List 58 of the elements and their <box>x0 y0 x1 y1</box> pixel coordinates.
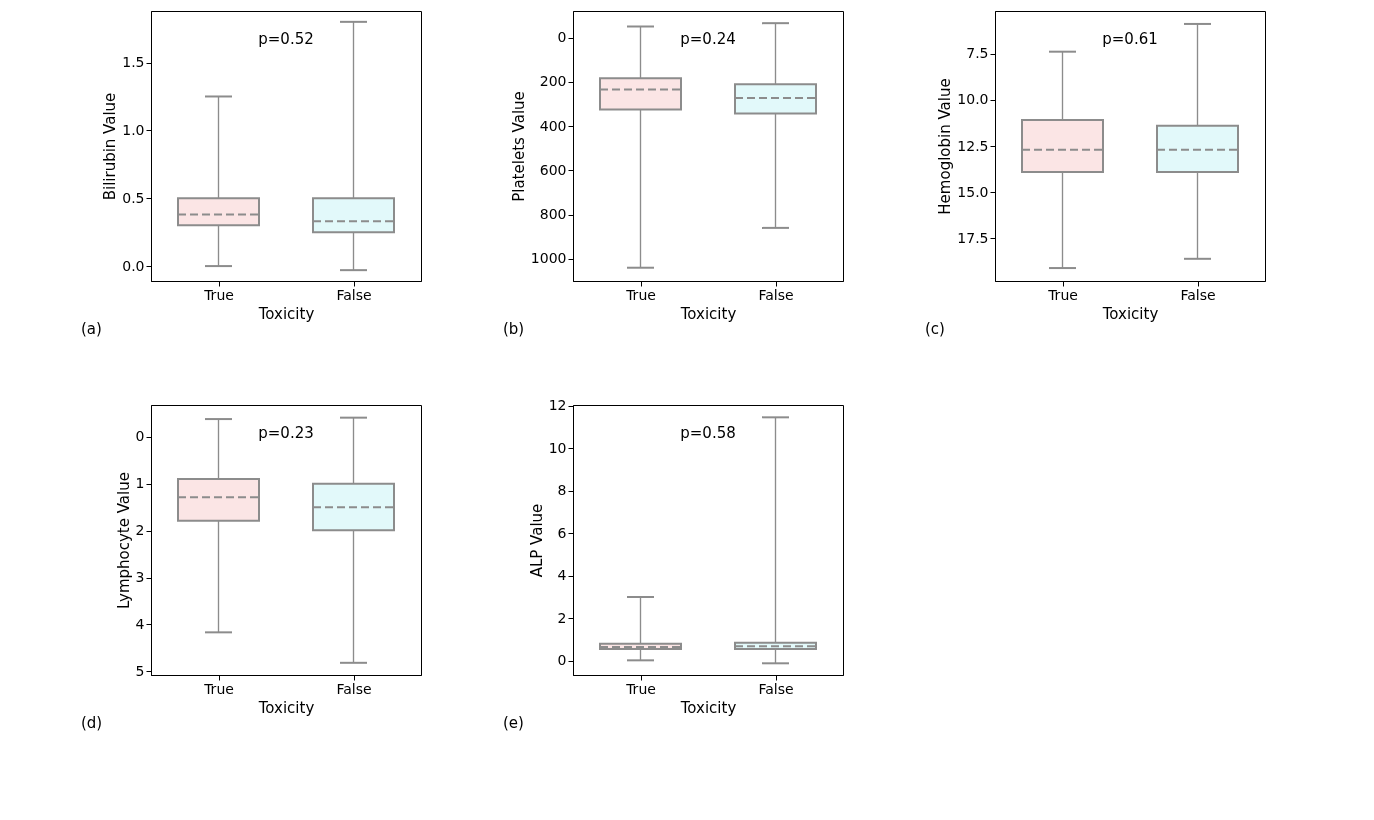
x-axis-title: Toxicity <box>679 698 737 717</box>
y-tick-label: 3 <box>135 569 145 585</box>
y-tick-label: 12.5 <box>957 137 989 154</box>
annotation: p=0.58 <box>680 424 736 442</box>
y-tick-label: 7.5 <box>966 45 989 62</box>
y-tick-label: 200 <box>539 73 567 90</box>
y-tick-label: 800 <box>539 206 567 223</box>
y-axis-title: ALP Value <box>527 503 546 578</box>
y-tick-label: 4 <box>557 567 567 584</box>
x-axis-title: Toxicity <box>257 304 315 323</box>
annotation: p=0.24 <box>680 30 736 48</box>
y-tick-label: 5 <box>135 662 145 679</box>
y-tick-label: 10.0 <box>957 91 989 108</box>
x-tick-label: False <box>758 286 794 303</box>
x-tick-label: True <box>625 286 656 303</box>
y-tick-label: 2 <box>557 609 567 626</box>
x-tick-label: False <box>336 286 372 303</box>
x-axis-title: Toxicity <box>679 304 737 323</box>
y-tick-label: 1.5 <box>122 54 145 71</box>
x-axis-title: Toxicity <box>1101 304 1159 323</box>
y-axis-title: Lymphocyte Value <box>114 472 133 609</box>
x-tick-label: False <box>758 680 794 697</box>
text: (c) <box>925 320 945 338</box>
y-tick-label: 12 <box>548 397 567 414</box>
x-tick-label: True <box>1047 286 1078 303</box>
text: (d) <box>81 714 103 732</box>
y-tick-label: 0 <box>557 29 567 46</box>
y-tick-label: 0 <box>557 652 567 669</box>
text: (b) <box>503 320 525 338</box>
x-tick-label: True <box>203 286 234 303</box>
text: (a) <box>81 320 102 338</box>
y-tick-label: 2 <box>135 522 145 539</box>
y-tick-label: 0.5 <box>122 189 145 206</box>
annotation: p=0.23 <box>258 424 314 442</box>
x-axis-title: Toxicity <box>257 698 315 717</box>
y-tick-label: 8 <box>557 482 567 499</box>
y-tick-label: 0.0 <box>122 257 145 274</box>
y-axis-title: Hemoglobin Value <box>936 78 955 215</box>
y-tick-label: 10 <box>548 439 567 456</box>
y-axis-title: Platelets Value <box>509 91 528 202</box>
x-tick-label: False <box>336 680 372 697</box>
annotation: p=0.61 <box>1102 30 1158 48</box>
y-tick-label: 600 <box>539 161 567 178</box>
y-tick-label: 1 <box>135 475 145 492</box>
y-tick-label: 0 <box>135 428 145 445</box>
annotation: p=0.52 <box>258 30 314 48</box>
text: (e) <box>503 714 524 732</box>
y-tick-label: 15.0 <box>957 183 989 200</box>
x-tick-label: True <box>203 680 234 697</box>
x-tick-label: True <box>625 680 656 697</box>
y-tick-label: 1000 <box>530 250 567 267</box>
y-tick-label: 17.5 <box>957 229 989 246</box>
y-axis-title: Bilirubin Value <box>101 92 120 201</box>
y-tick-label: 4 <box>135 615 145 632</box>
y-tick-label: 400 <box>539 117 567 134</box>
y-tick-label: 1.0 <box>122 121 145 138</box>
x-tick-label: False <box>1180 286 1216 303</box>
y-tick-label: 6 <box>557 524 567 541</box>
